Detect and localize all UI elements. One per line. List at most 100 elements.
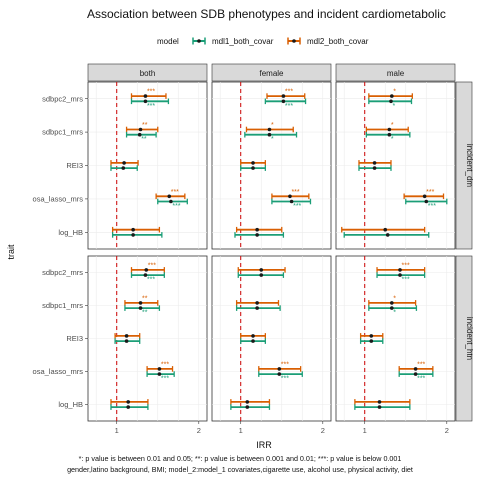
errorbar-mdl1-osa_lasso_mrs: *** xyxy=(157,198,188,210)
errorbar-mdl2-REI3 xyxy=(114,333,141,339)
sig-label: * xyxy=(391,122,394,129)
x-tick-label: 2 xyxy=(197,426,201,435)
point-estimate xyxy=(144,268,149,272)
point-estimate xyxy=(267,127,272,132)
errorbar-mdl1-sdbpc1_mrs: ** xyxy=(124,305,161,317)
errorbar-mdl1-osa_lasso_mrs: *** xyxy=(405,198,448,210)
point-estimate xyxy=(387,127,392,132)
x-tick-label: 2 xyxy=(445,426,449,435)
point-estimate xyxy=(289,199,294,204)
errorbar-mdl2-sdbpc2_mrs: *** xyxy=(130,89,167,99)
errorbar-mdl1-REI3 xyxy=(359,338,384,344)
sig-label: ** xyxy=(141,136,147,143)
point-estimate xyxy=(251,334,255,338)
errorbar-mdl2-log_HB xyxy=(354,399,411,405)
sig-label: *** xyxy=(285,89,293,96)
errorbar-mdl1-log_HB xyxy=(343,232,430,238)
panel-female-incident_htn: *** *** xyxy=(211,255,332,422)
strip-incident_dm xyxy=(455,81,473,250)
point-estimate xyxy=(251,161,255,165)
errorbar-mdl2-osa_lasso_mrs: *** xyxy=(155,189,186,200)
errorbar-mdl1-sdbpc2_mrs: *** xyxy=(264,98,307,110)
y-axis-title: trait xyxy=(6,244,16,260)
errorbar-mdl1-sdbpc1_mrs: * xyxy=(365,131,411,143)
x-tick-label: 1 xyxy=(115,426,119,435)
sig-label: * xyxy=(393,310,396,317)
point-estimate xyxy=(390,306,394,310)
sig-label: *** xyxy=(171,189,179,196)
point-estimate xyxy=(277,372,282,376)
sig-label: *** xyxy=(148,262,156,269)
errorbar-mdl2-sdbpc2_mrs: *** xyxy=(266,89,306,99)
legend-key-mdl2-point xyxy=(292,39,296,43)
point-estimate xyxy=(387,132,392,137)
errorbar-mdl1-osa_lasso_mrs: *** xyxy=(258,371,303,383)
errorbar-mdl2-sdbpc2_mrs: *** xyxy=(130,262,165,273)
errorbar-mdl2-sdbpc2_mrs: *** xyxy=(376,262,426,273)
errorbar-mdl1-REI3 xyxy=(110,165,138,171)
sig-label: ** xyxy=(142,310,148,317)
sig-label: * xyxy=(393,295,396,302)
point-estimate xyxy=(385,233,390,237)
x-tick-label: 1 xyxy=(363,426,367,435)
point-estimate xyxy=(255,301,259,305)
point-estimate xyxy=(124,334,129,338)
errorbar-mdl2-log_HB xyxy=(341,226,426,233)
point-estimate xyxy=(277,367,282,371)
legend-label-mdl2: mdl2_both_covar xyxy=(307,37,369,46)
sig-label: *** xyxy=(402,277,410,284)
point-estimate xyxy=(255,227,259,232)
trait-label-REI3: REI3 xyxy=(66,334,83,343)
sig-label: *** xyxy=(281,361,289,368)
sig-label: ** xyxy=(142,295,148,302)
strip-incident_htn xyxy=(455,255,473,422)
strip-label-female: female xyxy=(259,69,284,78)
trait-label-sdbpc2_mrs: sdbpc2_mrs xyxy=(42,94,83,103)
point-estimate xyxy=(369,339,374,343)
point-estimate xyxy=(137,132,142,137)
errorbar-mdl2-log_HB xyxy=(111,226,161,233)
sig-label: *** xyxy=(147,277,155,284)
errorbar-mdl2-REI3 xyxy=(240,333,266,339)
errorbar-mdl1-log_HB xyxy=(230,404,271,410)
point-estimate xyxy=(383,227,388,232)
errorbar-mdl2-sdbpc1_mrs: ** xyxy=(125,122,159,133)
trait-label-log_HB: log_HB xyxy=(58,400,83,409)
errorbar-mdl1-sdbpc2_mrs: *** xyxy=(130,272,165,284)
point-estimate xyxy=(424,199,429,204)
trait-label-osa_lasso_mrs: osa_lasso_mrs xyxy=(33,367,84,376)
x-tick-label: 2 xyxy=(321,426,325,435)
point-estimate xyxy=(157,367,162,371)
point-estimate xyxy=(143,273,148,277)
point-estimate xyxy=(126,400,131,404)
panel-male-incident_htn: ************** xyxy=(335,255,456,422)
trait-label-log_HB: log_HB xyxy=(58,228,83,237)
point-estimate xyxy=(398,268,402,272)
point-estimate xyxy=(372,161,377,165)
sig-label: *** xyxy=(426,189,434,196)
point-estimate xyxy=(122,161,126,165)
panel-both-incident_dm: **************** xyxy=(87,81,208,250)
sig-label: *** xyxy=(161,376,169,383)
legend: model mdl1_both_covar mdl2_both_covar xyxy=(157,37,369,46)
errorbar-mdl2-log_HB xyxy=(235,226,283,233)
sig-label: *** xyxy=(293,203,301,210)
trait-label-sdbpc1_mrs: sdbpc1_mrs xyxy=(42,128,83,137)
panel-both-incident_htn: **************** xyxy=(87,255,208,422)
errorbar-mdl2-sdbpc1_mrs xyxy=(235,300,280,306)
point-estimate xyxy=(377,405,382,409)
errorbar-mdl2-log_HB xyxy=(230,399,271,405)
errorbar-mdl1-osa_lasso_mrs: *** xyxy=(146,371,175,383)
point-estimate xyxy=(169,199,173,204)
errorbar-mdl1-sdbpc1_mrs: ** xyxy=(125,131,157,143)
legend-label-mdl1: mdl1_both_covar xyxy=(212,37,274,46)
point-estimate xyxy=(131,227,135,232)
point-estimate xyxy=(167,194,172,199)
errorbar-mdl1-sdbpc1_mrs xyxy=(235,305,281,311)
point-estimate xyxy=(126,405,131,409)
errorbar-mdl2-sdbpc1_mrs: * xyxy=(245,122,294,133)
point-estimate xyxy=(138,127,143,132)
errorbar-mdl1-osa_lasso_mrs: *** xyxy=(398,371,434,383)
point-estimate xyxy=(124,339,129,343)
